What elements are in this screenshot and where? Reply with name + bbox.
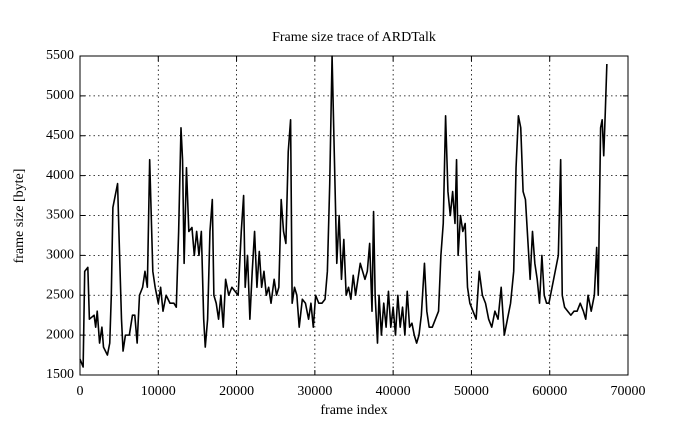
x-tick-label: 60000	[532, 384, 567, 399]
x-tick-label: 50000	[454, 384, 489, 399]
y-tick-label: 5500	[46, 48, 74, 63]
y-tick-label: 4500	[46, 128, 74, 143]
plot-frame	[79, 55, 629, 376]
x-tick-label: 40000	[376, 384, 411, 399]
x-tick-label: 0	[77, 384, 84, 399]
x-tick-label: 30000	[297, 384, 332, 399]
y-tick-label: 1500	[46, 367, 74, 382]
y-tick-label: 2000	[46, 327, 74, 342]
y-tick-label: 3000	[46, 248, 74, 263]
x-tick-label: 10000	[141, 384, 176, 399]
y-tick-label: 4000	[46, 168, 74, 183]
y-tick-label: 3500	[46, 208, 74, 223]
chart-title: Frame size trace of ARDTalk	[272, 30, 436, 45]
x-tick-label: 20000	[219, 384, 254, 399]
y-tick-label: 5000	[46, 88, 74, 103]
x-tick-label: 70000	[611, 384, 646, 399]
data-line	[79, 55, 608, 368]
y-tick-label: 2500	[46, 287, 74, 302]
y-axis-label: frame size [byte]	[12, 169, 27, 264]
x-axis-label: frame index	[320, 403, 387, 418]
